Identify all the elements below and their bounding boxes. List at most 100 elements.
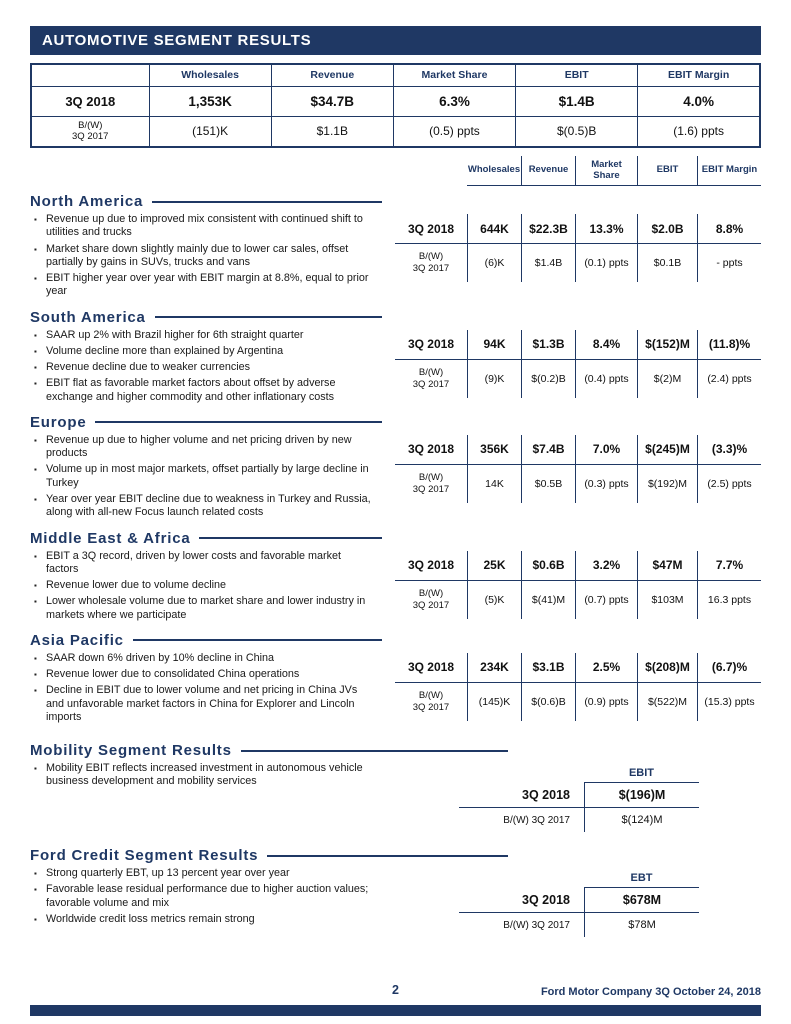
- bullet-marker: ▪: [34, 346, 37, 356]
- section-rule-line: [152, 200, 382, 203]
- row-label-line: 3Q 2017: [412, 483, 450, 495]
- sections-container: North America ▪ Revenue up due to improved…: [30, 193, 761, 938]
- table-cell: $(245)M: [637, 434, 697, 465]
- row-label: B/(W) 3Q 2017: [395, 465, 467, 503]
- table-cell: $678M: [584, 888, 699, 914]
- table-cell: $(0.2)B: [521, 359, 575, 398]
- table-cell: 7.0%: [575, 434, 637, 465]
- bullet-list: ▪ SAAR up 2% with Brazil higher for 6th s…: [30, 329, 376, 407]
- table-cell: (9)K: [467, 359, 521, 398]
- row-label: B/(W) 3Q 2017: [30, 115, 150, 148]
- table-cell: $1.3B: [521, 329, 575, 360]
- summary-row-3q2018: 3Q 2018 1,353K $34.7B 6.3% $1.4B 4.0%: [30, 85, 761, 117]
- table-cell: 4.0%: [637, 85, 761, 117]
- spacer: [459, 869, 584, 888]
- spacer: [395, 156, 467, 186]
- table-cell: (2.4) ppts: [697, 359, 761, 398]
- bullet-item: ▪ Revenue up due to higher volume and net…: [34, 434, 376, 461]
- bullet-item: ▪ Volume up in most major markets, offset…: [34, 463, 376, 490]
- bullet-item: ▪ EBIT a 3Q record, driven by lower costs…: [34, 550, 376, 577]
- row-label-line: 3Q 2018: [407, 558, 455, 573]
- section-title: Asia Pacific: [30, 631, 124, 649]
- value-column-header: EBT: [584, 869, 699, 889]
- bullet-marker: ▪: [34, 330, 37, 340]
- table-cell: $(0.6)B: [521, 682, 575, 721]
- segment-result-table: EBIT 3Q 2018 $(196)M B/(W) 3Q 2017 $(124)M: [459, 764, 699, 833]
- row-label: 3Q 2018: [459, 783, 584, 809]
- bullet-list: ▪ Revenue up due to improved mix consiste…: [30, 213, 376, 302]
- bullet-list: ▪ Strong quarterly EBT, up 13 percent yea…: [30, 867, 376, 929]
- table-cell: (3.3)%: [697, 434, 761, 465]
- table-header-row: EBT: [459, 869, 699, 889]
- row-label-line: B/(W): [78, 119, 103, 131]
- table-cell: - ppts: [697, 244, 761, 282]
- table-cell: $103M: [637, 580, 697, 619]
- table-cell: (5)K: [467, 580, 521, 619]
- table-cell: $(208)M: [637, 652, 697, 683]
- page-title: AUTOMOTIVE SEGMENT RESULTS: [30, 26, 761, 55]
- table-cell: $1.4B: [515, 85, 639, 117]
- bullet-text: EBIT higher year over year with EBIT mar…: [46, 272, 369, 298]
- bullet-item: ▪ Strong quarterly EBT, up 13 percent yea…: [34, 867, 376, 880]
- column-header-ebit: EBIT: [637, 156, 697, 186]
- section-mobility-segment-results: Mobility Segment Results ▪ Mobility EBIT r…: [30, 742, 761, 833]
- region-table: 3Q 2018 25K $0.6B 3.2% $47M 7.7% B/(W) 3Q 2017(…: [395, 550, 761, 619]
- table-cell: (0.1) ppts: [575, 244, 637, 282]
- bullet-marker: ▪: [34, 244, 37, 254]
- bullet-marker: ▪: [34, 597, 37, 607]
- row-label-line: B/(W): [418, 366, 444, 378]
- section-title: Ford Credit Segment Results: [30, 847, 259, 865]
- bullet-item: ▪ SAAR down 6% driven by 10% decline in C…: [34, 652, 376, 665]
- region-table: 3Q 2018 234K $3.1B 2.5% $(208)M (6.7)% B/(W) 3Q…: [395, 652, 761, 721]
- table-cell: 1,353K: [148, 85, 272, 117]
- bullet-marker: ▪: [34, 494, 37, 504]
- table-row: 3Q 2018 $678M: [459, 888, 699, 914]
- row-label: B/(W) 3Q 2017: [395, 683, 467, 721]
- bullet-text: Revenue decline due to weaker currencies: [46, 361, 251, 374]
- row-label: 3Q 2018: [395, 214, 467, 244]
- section-body: ▪ SAAR up 2% with Brazil higher for 6th s…: [30, 329, 761, 407]
- summary-table: Wholesales Revenue Market Share EBIT EBI…: [30, 63, 761, 148]
- bullet-text: SAAR down 6% driven by 10% decline in Ch…: [46, 651, 275, 664]
- bullet-marker: ▪: [34, 215, 37, 224]
- region-table: 3Q 2018 356K $7.4B 7.0% $(245)M (3.3)% B/(W) 3Q…: [395, 434, 761, 503]
- bullet-item: ▪ Mobility EBIT reflects increased invest…: [34, 762, 376, 789]
- bullet-marker: ▪: [34, 686, 37, 696]
- table-cell: $47M: [637, 550, 697, 581]
- table-cell: (6.7)%: [697, 652, 761, 683]
- table-cell: $78M: [584, 913, 699, 938]
- section-heading: Mobility Segment Results: [30, 742, 508, 759]
- section-asia-pacific: Asia Pacific ▪ SAAR down 6% driven by 10% …: [30, 632, 761, 727]
- bullet-marker: ▪: [34, 670, 37, 680]
- bullet-text: Market share down slightly mainly due to…: [46, 242, 349, 268]
- row-label: B/(W) 3Q 2017: [503, 919, 570, 931]
- table-cell: $3.1B: [521, 652, 575, 683]
- bullet-marker: ▪: [34, 581, 37, 591]
- bullet-item: ▪ SAAR up 2% with Brazil higher for 6th s…: [34, 329, 376, 342]
- table-cell: 8.4%: [575, 329, 637, 360]
- table-cell: $0.1B: [637, 244, 697, 282]
- bullet-text: Volume up in most major markets, offset …: [46, 463, 369, 489]
- column-header-ebit-margin: EBIT Margin: [697, 156, 761, 186]
- bullet-text: Worldwide credit loss metrics remain str…: [46, 912, 255, 925]
- segment-result-table: EBT 3Q 2018 $678M B/(W) 3Q 2017 $78M: [459, 869, 699, 938]
- summary-header-row: Wholesales Revenue Market Share EBIT EBI…: [30, 63, 761, 87]
- bullet-text: Year over year EBIT decline due to weakn…: [46, 492, 371, 519]
- row-label: B/(W) 3Q 2017: [395, 360, 467, 398]
- section-rule-line: [240, 749, 508, 752]
- section-body: ▪ Revenue up due to higher volume and net…: [30, 434, 761, 523]
- table-cell: 16.3 ppts: [697, 580, 761, 619]
- bullet-list: ▪ SAAR down 6% driven by 10% decline in C…: [30, 652, 376, 727]
- table-cell: 7.7%: [697, 550, 761, 581]
- section-body: ▪ SAAR down 6% driven by 10% decline in C…: [30, 652, 761, 727]
- table-cell: (11.8)%: [697, 329, 761, 360]
- table-cell: (0.7) ppts: [575, 580, 637, 619]
- section-rule-line: [199, 537, 382, 540]
- bullet-list: ▪ EBIT a 3Q record, driven by lower costs…: [30, 550, 376, 625]
- table-cell: (1.6) ppts: [637, 115, 761, 148]
- bullet-text: Favorable lease residual performance due…: [46, 883, 369, 909]
- section-north-america: North America ▪ Revenue up due to improved…: [30, 193, 761, 302]
- section-body: ▪ Strong quarterly EBT, up 13 percent yea…: [30, 867, 761, 938]
- row-label-line: B/(W): [418, 472, 444, 484]
- table-cell: (15.3) ppts: [697, 682, 761, 721]
